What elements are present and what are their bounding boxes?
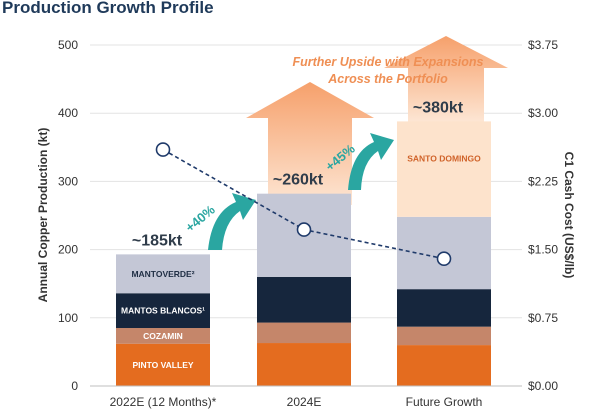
total-label: ~185kt — [132, 232, 183, 249]
bar-segment — [397, 326, 491, 346]
y-tick-label: 100 — [58, 311, 78, 325]
bar-segment — [257, 276, 351, 323]
axes: 0 100 200 300 400 500 $0.00 $0.75 $1.50 $2.25 $3.0… — [58, 38, 558, 409]
bar-segment — [397, 289, 491, 327]
bar-segment — [116, 343, 210, 386]
y2-tick-label: $0.00 — [528, 379, 558, 393]
y2-tick-label: $3.00 — [528, 106, 558, 120]
upside-arrows — [246, 36, 508, 205]
upside-banner-line-2: Across the Portfolio — [327, 72, 448, 86]
bar-segment — [116, 328, 210, 344]
growth-arrows — [208, 133, 394, 250]
y2-tick-label: $1.50 — [528, 243, 558, 257]
segment-label: COZAMIN — [143, 331, 183, 341]
cash-cost-point — [155, 142, 171, 157]
cash-cost-point — [296, 222, 312, 237]
segment-label: SANTO DOMINGO — [407, 153, 481, 163]
upside-arrow-middle — [246, 82, 374, 205]
y2-tick-label: $2.25 — [528, 174, 558, 188]
bar-segment — [257, 343, 351, 386]
upside-arrow-right — [384, 36, 508, 122]
cash-cost-point — [436, 251, 452, 266]
y-tick-label: 200 — [58, 243, 78, 257]
y-tick-label: 0 — [71, 379, 78, 393]
bar-segment — [397, 345, 491, 386]
y-tick-label: 400 — [58, 106, 78, 120]
bar-labels: PINTO VALLEY COZAMIN MANTOS BLANCOS¹ MANTOV… — [121, 99, 481, 369]
y2-axis-title: C1 Cash Cost (US$/lb) — [562, 152, 576, 279]
growth-arrow-2 — [348, 133, 394, 190]
bar-segment — [397, 121, 491, 217]
upside-banner-line-1: Further Upside with Expansions — [293, 55, 484, 69]
y2-tick-label: $3.75 — [528, 38, 558, 52]
page-title: Production Growth Profile — [2, 0, 214, 17]
bar-segment — [116, 293, 210, 329]
total-label: ~380kt — [413, 99, 464, 116]
segment-label: PINTO VALLEY — [132, 360, 193, 370]
y-tick-label: 500 — [58, 38, 78, 52]
x-tick-label: Future Growth — [406, 395, 483, 409]
cash-cost-line — [155, 142, 452, 266]
bar-segment — [116, 254, 210, 294]
x-tick-label: 2024E — [287, 395, 322, 409]
growth-arrow-1 — [208, 193, 256, 250]
segment-label: MANTOVERDE² — [131, 269, 194, 279]
segment-label: MANTOS BLANCOS¹ — [121, 306, 205, 316]
y2-tick-label: $0.75 — [528, 311, 558, 325]
bars — [116, 121, 491, 386]
y-tick-label: 300 — [58, 174, 78, 188]
bar-segment — [257, 322, 351, 344]
x-tick-label: 2022E (12 Months)* — [110, 395, 217, 409]
y-axis-title: Annual Copper Production (kt) — [36, 128, 50, 303]
total-label: ~260kt — [273, 172, 324, 189]
